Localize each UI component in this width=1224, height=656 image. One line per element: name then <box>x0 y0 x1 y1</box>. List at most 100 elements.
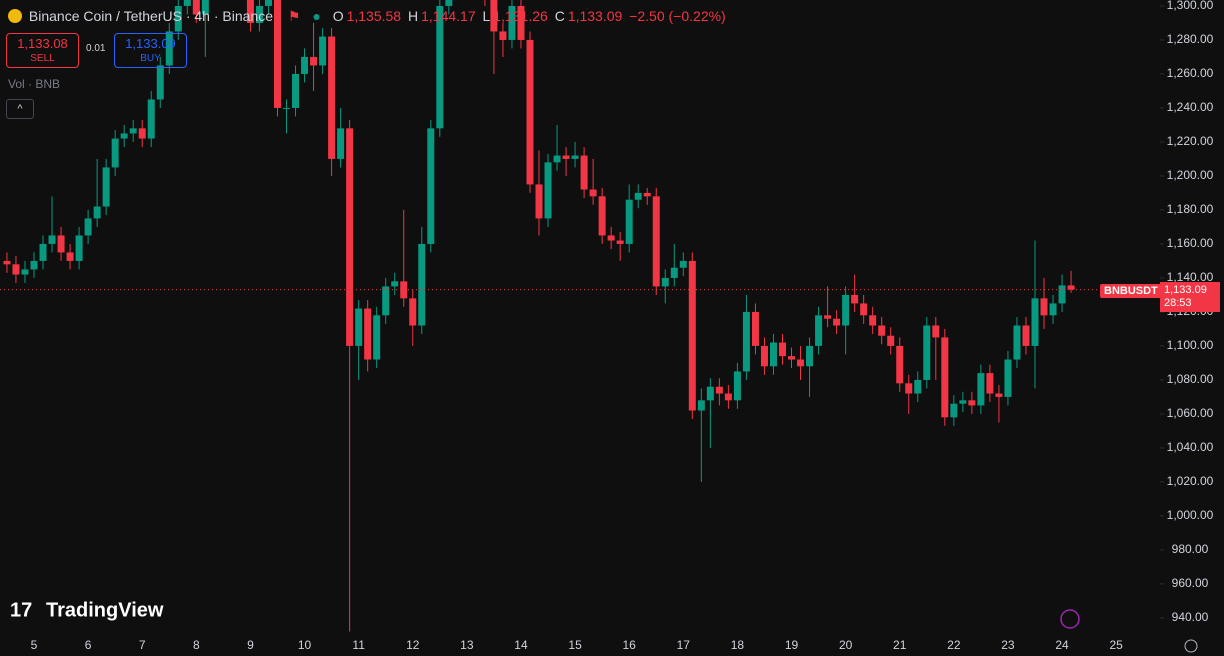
x-tick-label: 14 <box>514 638 528 652</box>
candle-body <box>797 359 805 367</box>
axes: 940.00 960.00 980.00 1,000.00 1,020.00 1,040.… <box>31 0 1214 652</box>
candle-body <box>3 260 11 265</box>
y-tick-label: 1,060.00 <box>1167 406 1214 420</box>
candle-body <box>751 311 759 346</box>
sell-button[interactable]: 1,133.08 SELL <box>6 33 79 68</box>
candle-body <box>409 298 417 326</box>
y-tick-label: 940.00 <box>1172 610 1209 624</box>
x-tick-label: 17 <box>677 638 691 652</box>
candle-body <box>255 5 263 23</box>
candle-body <box>769 342 777 367</box>
y-tick-label: 1,040.00 <box>1167 440 1214 454</box>
candle-body <box>544 162 552 219</box>
y-tick-label: 1,020.00 <box>1167 474 1214 488</box>
candle-body <box>156 65 164 100</box>
candle-body <box>129 128 137 134</box>
candle-body <box>788 356 796 360</box>
ohlc-label: C <box>554 8 565 24</box>
settings-icon[interactable] <box>1184 639 1198 653</box>
candle-body <box>923 325 931 380</box>
candle-body <box>706 386 714 401</box>
y-tick-label: 1,220.00 <box>1167 134 1214 148</box>
y-tick-label: 1,000.00 <box>1167 508 1214 522</box>
alert-icon[interactable] <box>1060 609 1080 629</box>
candle-body <box>941 337 949 418</box>
symbol-tag: BNBUSDT <box>1100 284 1162 298</box>
candle-body <box>553 155 561 163</box>
candle-body <box>760 345 768 367</box>
candle-body <box>301 56 309 74</box>
candle-body <box>30 260 38 270</box>
candle-body <box>896 345 904 384</box>
price-tag-value: 1,133.09 <box>1164 283 1207 296</box>
candle-body <box>914 379 922 394</box>
candle-body <box>273 0 281 108</box>
candle-body <box>445 0 453 6</box>
candle-body <box>959 400 967 404</box>
x-tick-label: 21 <box>893 638 907 652</box>
candle-body <box>12 264 20 275</box>
plot-area <box>0 0 1160 632</box>
y-tick-label: 960.00 <box>1172 576 1209 590</box>
price-tag: 1,133.09 28:53 <box>1160 281 1220 312</box>
candle-body <box>1049 303 1057 316</box>
symbol-icon <box>8 9 22 23</box>
candle-body <box>697 400 705 411</box>
x-tick-label: 24 <box>1055 638 1069 652</box>
ohlc-value: 1,131.26 <box>493 8 548 24</box>
candle-body <box>986 373 994 394</box>
candle-body <box>535 184 543 219</box>
candle-body <box>995 393 1003 397</box>
y-tick-label: 1,260.00 <box>1167 66 1214 80</box>
ohlc-label: L <box>482 8 491 24</box>
candle-body <box>337 128 345 159</box>
candle-body <box>778 342 786 357</box>
candle-body <box>292 73 300 108</box>
ohlc-value: 1,133.09 <box>567 8 623 24</box>
y-tick-label: 1,100.00 <box>1167 338 1214 352</box>
candle-body <box>346 128 354 346</box>
candle-body <box>887 335 895 346</box>
candle-body <box>1040 298 1048 316</box>
candle-body <box>1022 325 1030 346</box>
candle-body <box>815 315 823 346</box>
candle-body <box>833 318 841 326</box>
ohlc-label: H <box>407 8 419 24</box>
candle-body <box>1013 325 1021 360</box>
status-dot: ● <box>312 8 321 24</box>
candle-body <box>201 0 209 15</box>
x-tick-label: 11 <box>352 638 365 652</box>
candle-body <box>102 167 110 207</box>
candle-body <box>21 269 29 275</box>
candle-body <box>878 325 886 336</box>
flag[interactable]: ⚑ <box>287 8 301 24</box>
volume-label: Vol · BNB <box>8 77 61 91</box>
candle-body <box>66 252 74 261</box>
x-tick-label: 8 <box>193 638 200 652</box>
candle-body <box>418 243 426 326</box>
candle-body <box>183 0 191 6</box>
x-tick-label: 20 <box>839 638 853 652</box>
candle-body <box>490 0 498 32</box>
x-tick-label: 6 <box>85 638 92 652</box>
candle-body <box>851 294 859 304</box>
x-tick-label: 5 <box>31 638 38 652</box>
sell-price: 1,133.08 <box>17 36 68 51</box>
candle-body <box>742 311 750 372</box>
candle-body <box>526 39 534 185</box>
x-tick-label: 22 <box>947 638 961 652</box>
candle-body <box>517 5 525 40</box>
buy-button[interactable]: 1,133.09 BUY <box>114 33 187 68</box>
change: −2.50 (−0.22%) <box>629 8 726 24</box>
y-tick-label: 1,140.00 <box>1167 270 1214 284</box>
x-tick-label: 9 <box>247 638 254 652</box>
x-tick-label: 23 <box>1001 638 1015 652</box>
x-tick-label: 25 <box>1109 638 1123 652</box>
y-tick-label: 1,200.00 <box>1167 168 1214 182</box>
sell-label: SELL <box>30 53 55 64</box>
y-tick-label: 1,240.00 <box>1167 100 1214 114</box>
candle-body <box>436 5 444 129</box>
collapse-button[interactable]: ^ <box>6 99 34 119</box>
candle-body <box>246 0 254 23</box>
